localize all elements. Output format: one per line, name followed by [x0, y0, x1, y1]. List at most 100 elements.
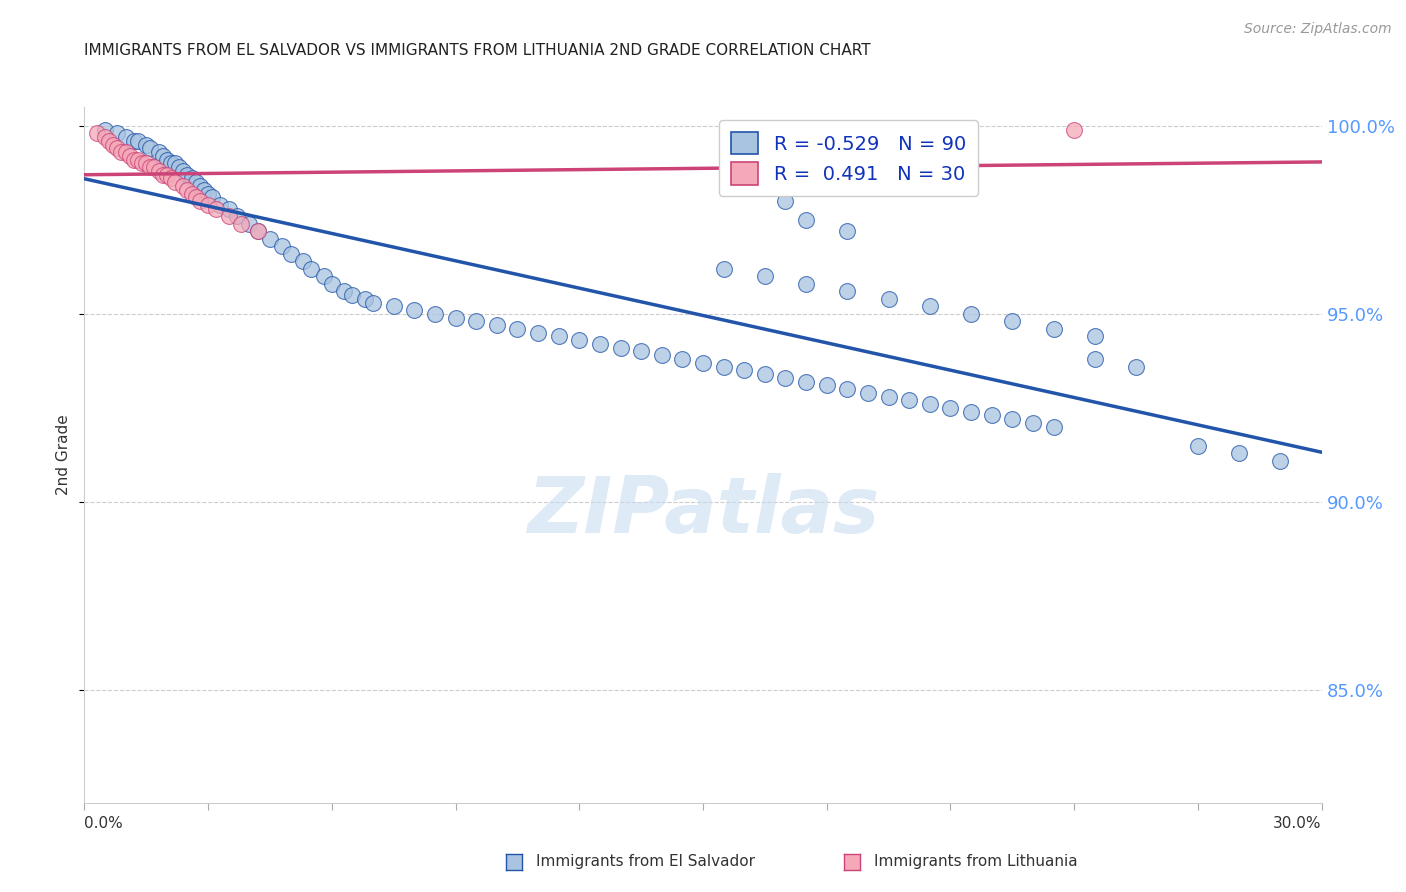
Point	[1084, 329, 1107, 343]
Point	[794, 375, 817, 389]
Point	[122, 153, 145, 167]
Text: Immigrants from El Salvador: Immigrants from El Salvador	[536, 855, 755, 869]
Point	[218, 202, 240, 216]
Point	[312, 269, 335, 284]
Point	[209, 198, 232, 212]
Point	[110, 145, 132, 160]
Point	[176, 183, 198, 197]
Point	[152, 149, 174, 163]
Point	[382, 299, 405, 313]
Point	[465, 314, 488, 328]
Point	[960, 405, 983, 419]
Point	[139, 141, 162, 155]
Point	[172, 164, 194, 178]
Point	[321, 277, 343, 291]
Point	[856, 385, 879, 400]
Point	[939, 401, 962, 415]
Text: ZIPatlas: ZIPatlas	[527, 473, 879, 549]
Point	[775, 194, 797, 208]
Y-axis label: 2nd Grade: 2nd Grade	[56, 415, 72, 495]
Point	[184, 175, 207, 189]
Point	[506, 322, 529, 336]
Point	[651, 348, 673, 362]
Point	[1042, 322, 1064, 336]
Point	[299, 261, 322, 276]
Point	[1270, 453, 1292, 467]
Point	[877, 292, 900, 306]
Point	[201, 190, 224, 204]
Point	[837, 382, 859, 396]
Point	[176, 168, 198, 182]
Point	[837, 224, 859, 238]
Point	[156, 168, 179, 182]
Point	[152, 168, 174, 182]
Point	[271, 239, 294, 253]
Point	[1227, 446, 1250, 460]
Point	[342, 288, 364, 302]
Point	[180, 171, 202, 186]
Point	[143, 160, 166, 174]
Point	[815, 378, 838, 392]
Point	[754, 367, 776, 381]
Point	[754, 175, 776, 189]
Point	[898, 393, 921, 408]
Point	[197, 198, 219, 212]
Point	[94, 122, 117, 136]
Point	[918, 299, 941, 313]
Point	[1063, 122, 1085, 136]
Point	[1187, 438, 1209, 452]
Point	[333, 285, 356, 299]
Point	[246, 224, 269, 238]
Point	[1125, 359, 1147, 374]
Point	[404, 303, 426, 318]
Point	[754, 269, 776, 284]
Point	[114, 130, 136, 145]
Text: 0.0%: 0.0%	[84, 816, 124, 831]
Point	[160, 171, 183, 186]
Point	[918, 397, 941, 411]
Point	[713, 359, 735, 374]
Point	[1001, 314, 1024, 328]
Point	[193, 183, 215, 197]
Point	[794, 212, 817, 227]
Point	[135, 137, 157, 152]
Point	[188, 179, 211, 194]
Point	[589, 337, 612, 351]
Point	[246, 224, 269, 238]
Point	[259, 232, 281, 246]
Point	[733, 363, 755, 377]
Point	[197, 186, 219, 201]
Point	[692, 356, 714, 370]
Point	[172, 179, 194, 194]
Legend: R = -0.529   N = 90, R =  0.491   N = 30: R = -0.529 N = 90, R = 0.491 N = 30	[720, 120, 977, 196]
Point	[1022, 416, 1045, 430]
Point	[127, 153, 149, 167]
Point	[135, 156, 157, 170]
Point	[527, 326, 550, 340]
Text: Source: ZipAtlas.com: Source: ZipAtlas.com	[1244, 22, 1392, 37]
Point	[609, 341, 631, 355]
Point	[794, 277, 817, 291]
Text: IMMIGRANTS FROM EL SALVADOR VS IMMIGRANTS FROM LITHUANIA 2ND GRADE CORRELATION C: IMMIGRANTS FROM EL SALVADOR VS IMMIGRANT…	[84, 43, 870, 58]
Point	[238, 217, 260, 231]
Point	[165, 156, 187, 170]
Point	[713, 261, 735, 276]
Text: Immigrants from Lithuania: Immigrants from Lithuania	[873, 855, 1077, 869]
Point	[229, 217, 252, 231]
Point	[1042, 419, 1064, 434]
Point	[156, 153, 179, 167]
Point	[184, 190, 207, 204]
Point	[353, 292, 375, 306]
Point	[485, 318, 508, 333]
Point	[1084, 351, 1107, 366]
Point	[180, 186, 202, 201]
Point	[980, 409, 1002, 423]
Point	[114, 145, 136, 160]
Point	[167, 160, 190, 174]
Point	[226, 209, 249, 223]
Point	[98, 134, 121, 148]
Point	[148, 145, 170, 160]
Point	[160, 156, 183, 170]
Point	[423, 307, 446, 321]
Text: 30.0%: 30.0%	[1274, 816, 1322, 831]
